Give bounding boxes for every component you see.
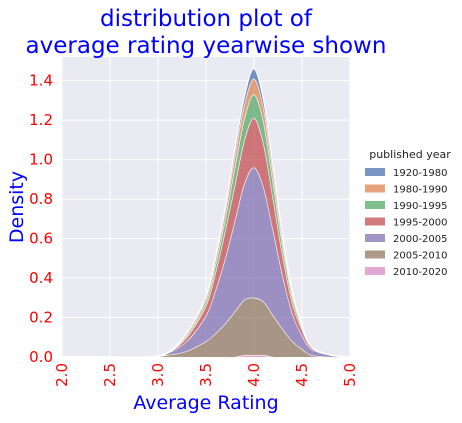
legend-swatch [365,184,385,193]
legend-label: 1990-1995 [393,201,448,212]
legend-swatch [365,234,385,242]
area-series-1995-2000 [62,118,350,358]
y-tick-label: 0.2 [29,309,53,327]
y-tick-label: 1.4 [29,72,53,90]
x-tick-label: 4.5 [293,363,311,387]
legend-swatch [365,250,385,259]
legend-label: 2000-2005 [393,234,448,245]
legend-label: 1995-2000 [393,218,448,229]
x-tick-label: 3.5 [197,363,215,387]
legend-swatch [365,168,385,176]
x-axis-label: Average Rating [133,392,278,414]
legend-swatch [365,267,385,275]
x-tick-label: 4.0 [245,363,263,387]
x-tick-label: 2.5 [101,363,119,387]
chart-title-line: distribution plot of [100,6,313,32]
chart-title-line: average rating yearwise shown [26,33,387,59]
legend-label: 2010-2020 [393,267,448,278]
y-axis-label: Density [6,171,28,243]
legend-label: 1980-1990 [393,185,448,196]
y-tick-label: 0.6 [29,230,53,248]
x-tick-label: 2.0 [53,363,71,387]
x-tick-label: 3.0 [149,363,167,387]
y-tick-label: 1.2 [29,111,53,129]
legend-swatch [365,201,385,209]
legend-swatch [365,217,385,226]
area-edge-1920-1980 [62,68,351,358]
legend-label: 1920-1980 [393,168,448,179]
area-series-2005-2010 [62,297,350,358]
x-tick-label: 5.0 [341,363,359,387]
area-series-2000-2005 [62,167,350,358]
y-tick-label: 1.0 [29,151,53,169]
y-tick-label: 0.8 [29,190,53,208]
area-series-1980-1990 [62,78,350,358]
legend-title: published year [369,148,451,161]
y-tick-label: 0.4 [29,269,53,287]
legend-label: 2005-2010 [393,251,448,262]
area-series-1990-1995 [62,94,350,358]
y-tick-label: 0.0 [29,348,53,366]
